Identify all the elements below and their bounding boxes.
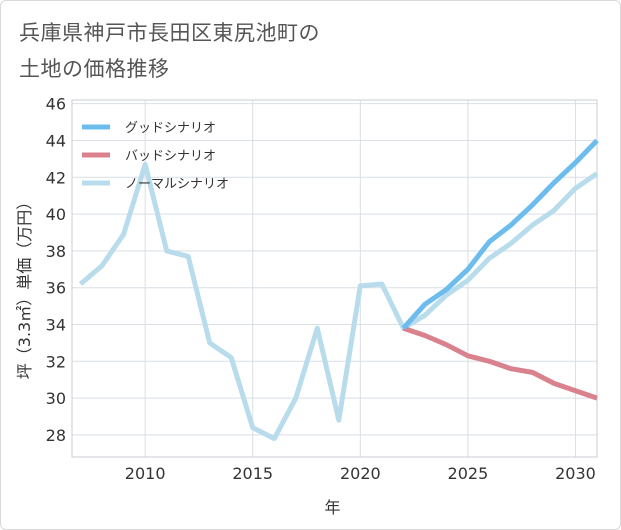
x-tick-label: 2020 xyxy=(340,464,381,483)
y-tick-label: 30 xyxy=(46,389,66,408)
title-line-2: 土地の価格推移 xyxy=(19,57,170,81)
y-tick-label: 46 xyxy=(46,95,66,114)
x-tick-label: 2015 xyxy=(232,464,273,483)
y-tick-label: 32 xyxy=(46,352,66,371)
y-axis-label: 坪（3.3㎡）単価（万円） xyxy=(15,194,34,379)
x-tick-label: 2030 xyxy=(555,464,596,483)
y-tick-label: 44 xyxy=(46,131,66,150)
y-tick-label: 38 xyxy=(46,242,66,261)
title-line-1: 兵庫県神戸市長田区東尻池町の xyxy=(19,21,320,45)
legend-label-normal: ノーマルシナリオ xyxy=(125,177,229,192)
x-axis-label: 年 xyxy=(324,498,340,517)
y-tick-labels: 28 30 32 34 36 38 40 42 44 46 xyxy=(46,95,66,445)
series-line-good xyxy=(401,138,599,330)
y-tick-label: 36 xyxy=(46,279,66,298)
x-tick-label: 2010 xyxy=(125,464,166,483)
series-layer xyxy=(78,138,599,442)
x-tick-label: 2025 xyxy=(448,464,489,483)
legend-label-good: グッドシナリオ xyxy=(125,121,216,136)
y-tick-label: 40 xyxy=(46,205,66,224)
y-tick-label: 42 xyxy=(46,168,66,187)
chart-title: 兵庫県神戸市長田区東尻池町の 土地の価格推移 xyxy=(19,15,320,87)
y-tick-label: 28 xyxy=(46,426,66,445)
legend-label-bad: バッドシナリオ xyxy=(125,149,216,164)
series-line-normal xyxy=(78,161,599,442)
series-line-bad xyxy=(402,325,598,401)
plot-frame xyxy=(71,99,598,458)
y-tick-label: 34 xyxy=(46,316,66,335)
x-tick-labels: 2010 2015 2020 2025 2030 xyxy=(125,464,596,483)
